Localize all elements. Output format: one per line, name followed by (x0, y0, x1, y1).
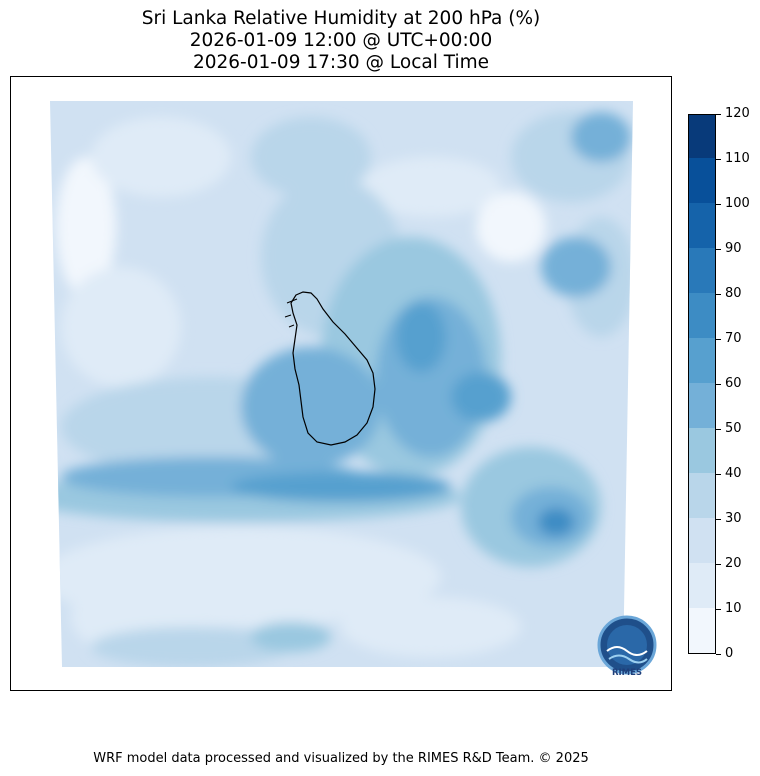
colorbar-label: 60 (725, 376, 742, 391)
colorbar-label: 0 (725, 646, 734, 661)
colorbar-tick (716, 473, 721, 475)
humidity-field (50, 101, 633, 667)
colorbar-step (689, 517, 715, 563)
colorbar-step (689, 562, 715, 608)
humidity-map: RIMES (50, 101, 657, 678)
colorbar-tick (716, 248, 721, 250)
map-frame: RIMES (10, 76, 672, 691)
colorbar-tick (716, 608, 721, 610)
colorbar-label: 90 (725, 241, 742, 256)
colorbar-step (689, 472, 715, 518)
colorbar-label: 40 (725, 466, 742, 481)
sri-lanka-coastline (290, 291, 376, 446)
colorbar-step (689, 157, 715, 203)
colorbar-label: 30 (725, 511, 742, 526)
colorbar-tick (716, 383, 721, 385)
colorbar-tick (716, 203, 721, 205)
map-title: Sri Lanka Relative Humidity at 200 hPa (… (141, 8, 541, 29)
colorbar-label: 50 (725, 421, 742, 436)
footer-credit: WRF model data processed and visualized … (93, 751, 589, 766)
colorbar-label: 10 (725, 601, 742, 616)
logo-text: RIMES (612, 668, 642, 678)
colorbar-tick (716, 653, 721, 655)
colorbar-step (689, 115, 715, 158)
colorbar-tick (716, 428, 721, 430)
colorbar-step (689, 382, 715, 428)
colorbar-step (689, 202, 715, 248)
colorbar-tick (716, 158, 721, 160)
colorbar (688, 114, 716, 654)
colorbar-label: 70 (725, 331, 742, 346)
colorbar-label: 110 (725, 151, 750, 166)
colorbar-tick (716, 563, 721, 565)
colorbar-step (689, 292, 715, 338)
colorbar-label: 80 (725, 286, 742, 301)
colorbar-step (689, 337, 715, 383)
colorbar-label: 100 (725, 196, 750, 211)
utc-time: 2026-01-09 12:00 @ UTC+00:00 (189, 30, 493, 51)
colorbar-step (689, 607, 715, 653)
colorbar-label: 120 (725, 106, 750, 121)
colorbar-tick (716, 113, 721, 115)
local-time: 2026-01-09 17:30 @ Local Time (192, 52, 490, 73)
colorbar-tick (716, 338, 721, 340)
rimes-logo: RIMES (597, 615, 657, 678)
colorbar-tick (716, 293, 721, 295)
colorbar-label: 20 (725, 556, 742, 571)
colorbar-step (689, 427, 715, 473)
colorbar-step (689, 247, 715, 293)
colorbar-tick (716, 518, 721, 520)
